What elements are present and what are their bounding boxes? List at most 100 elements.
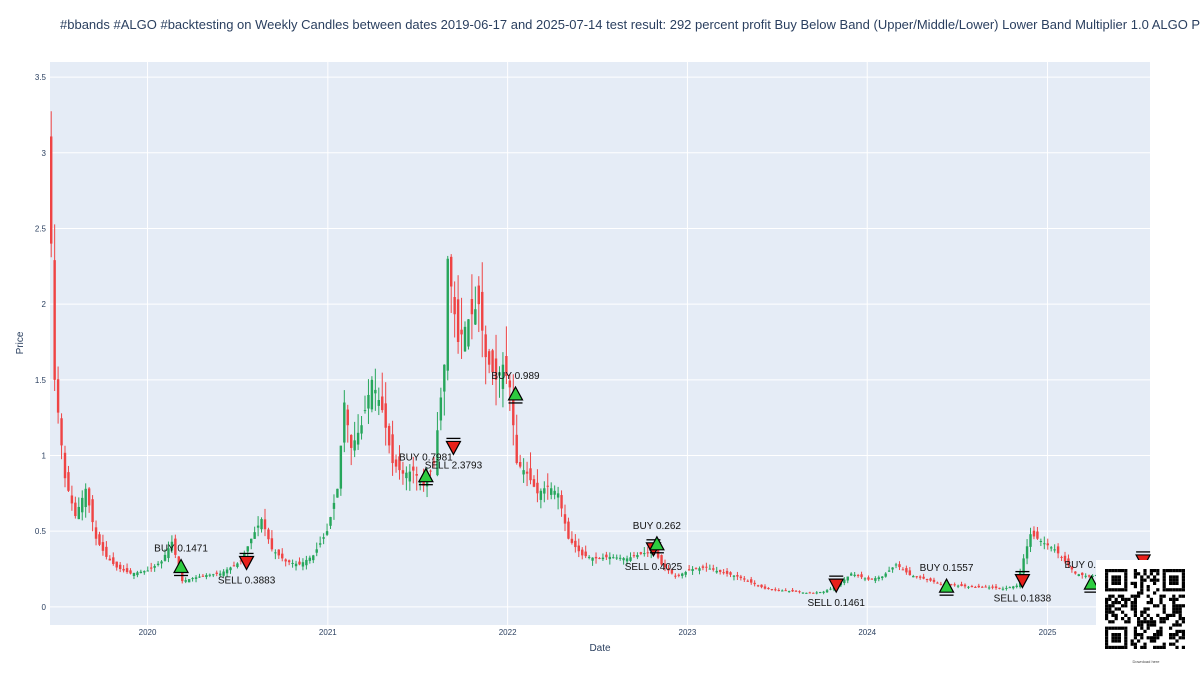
candle-body	[1029, 534, 1032, 547]
candle-body	[256, 525, 260, 528]
candle-body	[556, 493, 560, 498]
candle-body	[587, 556, 591, 558]
candle-body	[94, 527, 98, 539]
candle-body	[763, 586, 767, 589]
candle-body	[453, 297, 456, 315]
candle-body	[953, 584, 956, 586]
y-axis-title: Price	[15, 331, 26, 354]
candle-body	[136, 572, 139, 576]
candle-body	[356, 432, 360, 445]
candle-body	[950, 584, 953, 586]
candle-body	[625, 558, 629, 562]
candle-body	[550, 488, 553, 495]
candle-body	[884, 573, 887, 577]
candle-body	[901, 569, 905, 571]
candle-body	[67, 472, 70, 491]
candle-body	[936, 582, 939, 584]
candle-body	[156, 563, 160, 565]
candle-body	[198, 576, 201, 578]
candle-body	[574, 540, 577, 548]
x-tick-label: 2021	[319, 628, 337, 637]
candle-body	[87, 488, 91, 506]
candle-body	[287, 560, 291, 563]
x-tick-label: 2022	[499, 628, 517, 637]
candle-body	[805, 592, 808, 594]
candle-body	[887, 570, 891, 572]
candle-body	[1070, 566, 1074, 570]
candles	[50, 111, 1146, 595]
candle-body	[636, 555, 639, 558]
candle-body	[687, 569, 691, 571]
candle-body	[463, 326, 467, 352]
candle-body	[660, 555, 663, 565]
candle-body	[205, 575, 208, 578]
trade-label: SELL 0.1461	[807, 598, 865, 609]
candle-body	[436, 430, 439, 476]
candle-body	[581, 549, 584, 556]
y-tick-label: 2	[42, 300, 47, 309]
candle-body	[822, 591, 825, 593]
candle-body	[236, 563, 239, 567]
candle-body	[739, 576, 743, 579]
candle-body	[663, 563, 667, 568]
candle-body	[784, 590, 787, 592]
qr-code-icon	[1105, 569, 1185, 649]
y-tick-label: 3	[42, 149, 47, 158]
candle-body	[174, 538, 177, 555]
candle-body	[750, 579, 753, 583]
chart-title: #bbands #ALGO #backtesting on Weekly Can…	[60, 17, 1200, 32]
y-tick-label: 1	[42, 451, 47, 460]
candle-body	[881, 576, 884, 579]
candle-body	[539, 490, 543, 500]
candle-body	[794, 590, 798, 592]
candle-body	[922, 576, 925, 579]
candle-body	[567, 521, 570, 539]
buy-marker-icon	[507, 385, 524, 401]
candle-body	[215, 572, 218, 574]
candle-body	[305, 559, 308, 566]
candle-body	[898, 564, 901, 568]
candle-body	[181, 566, 184, 582]
candle-body	[622, 558, 625, 561]
candle-body	[146, 570, 149, 572]
candle-body	[863, 578, 867, 580]
candle-body	[263, 519, 267, 530]
candle-body	[467, 319, 470, 347]
buy-marker-icon	[1083, 574, 1100, 590]
candle-body	[439, 397, 443, 421]
candle-body	[1012, 586, 1015, 589]
candle-body	[422, 480, 425, 486]
sell-marker-icon	[828, 578, 845, 594]
candle-body	[977, 585, 980, 588]
candle-body	[1050, 547, 1053, 549]
candle-body	[391, 434, 394, 464]
candle-body	[918, 576, 922, 578]
trade-label: SELL 2.3793	[425, 460, 483, 471]
candle-body	[343, 402, 346, 443]
candle-body	[601, 557, 605, 560]
qr-code[interactable]: Download here	[1096, 560, 1196, 668]
candle-body	[153, 565, 156, 568]
y-tick-label: 0.5	[35, 527, 47, 536]
trade-label: SELL 0.1838	[994, 594, 1052, 605]
candle-body	[284, 559, 287, 562]
trade-label: BUY 0.7981	[399, 453, 453, 464]
candle-body	[222, 571, 225, 576]
candle-body	[570, 538, 574, 543]
candle-body	[208, 574, 212, 576]
candle-body	[229, 567, 232, 571]
candle-body	[1032, 530, 1036, 537]
candle-body	[1074, 571, 1077, 574]
candle-body	[608, 556, 612, 560]
candle-body	[984, 586, 987, 588]
buy-marker-icon	[173, 558, 190, 574]
candle-body	[1053, 549, 1056, 551]
candle-body	[529, 468, 532, 481]
candle-body	[746, 580, 749, 582]
candle-body	[212, 574, 215, 576]
candle-body	[777, 589, 780, 591]
candle-body	[77, 506, 80, 520]
candle-body	[122, 568, 125, 571]
candle-body	[646, 552, 649, 554]
candle-body	[318, 543, 322, 545]
